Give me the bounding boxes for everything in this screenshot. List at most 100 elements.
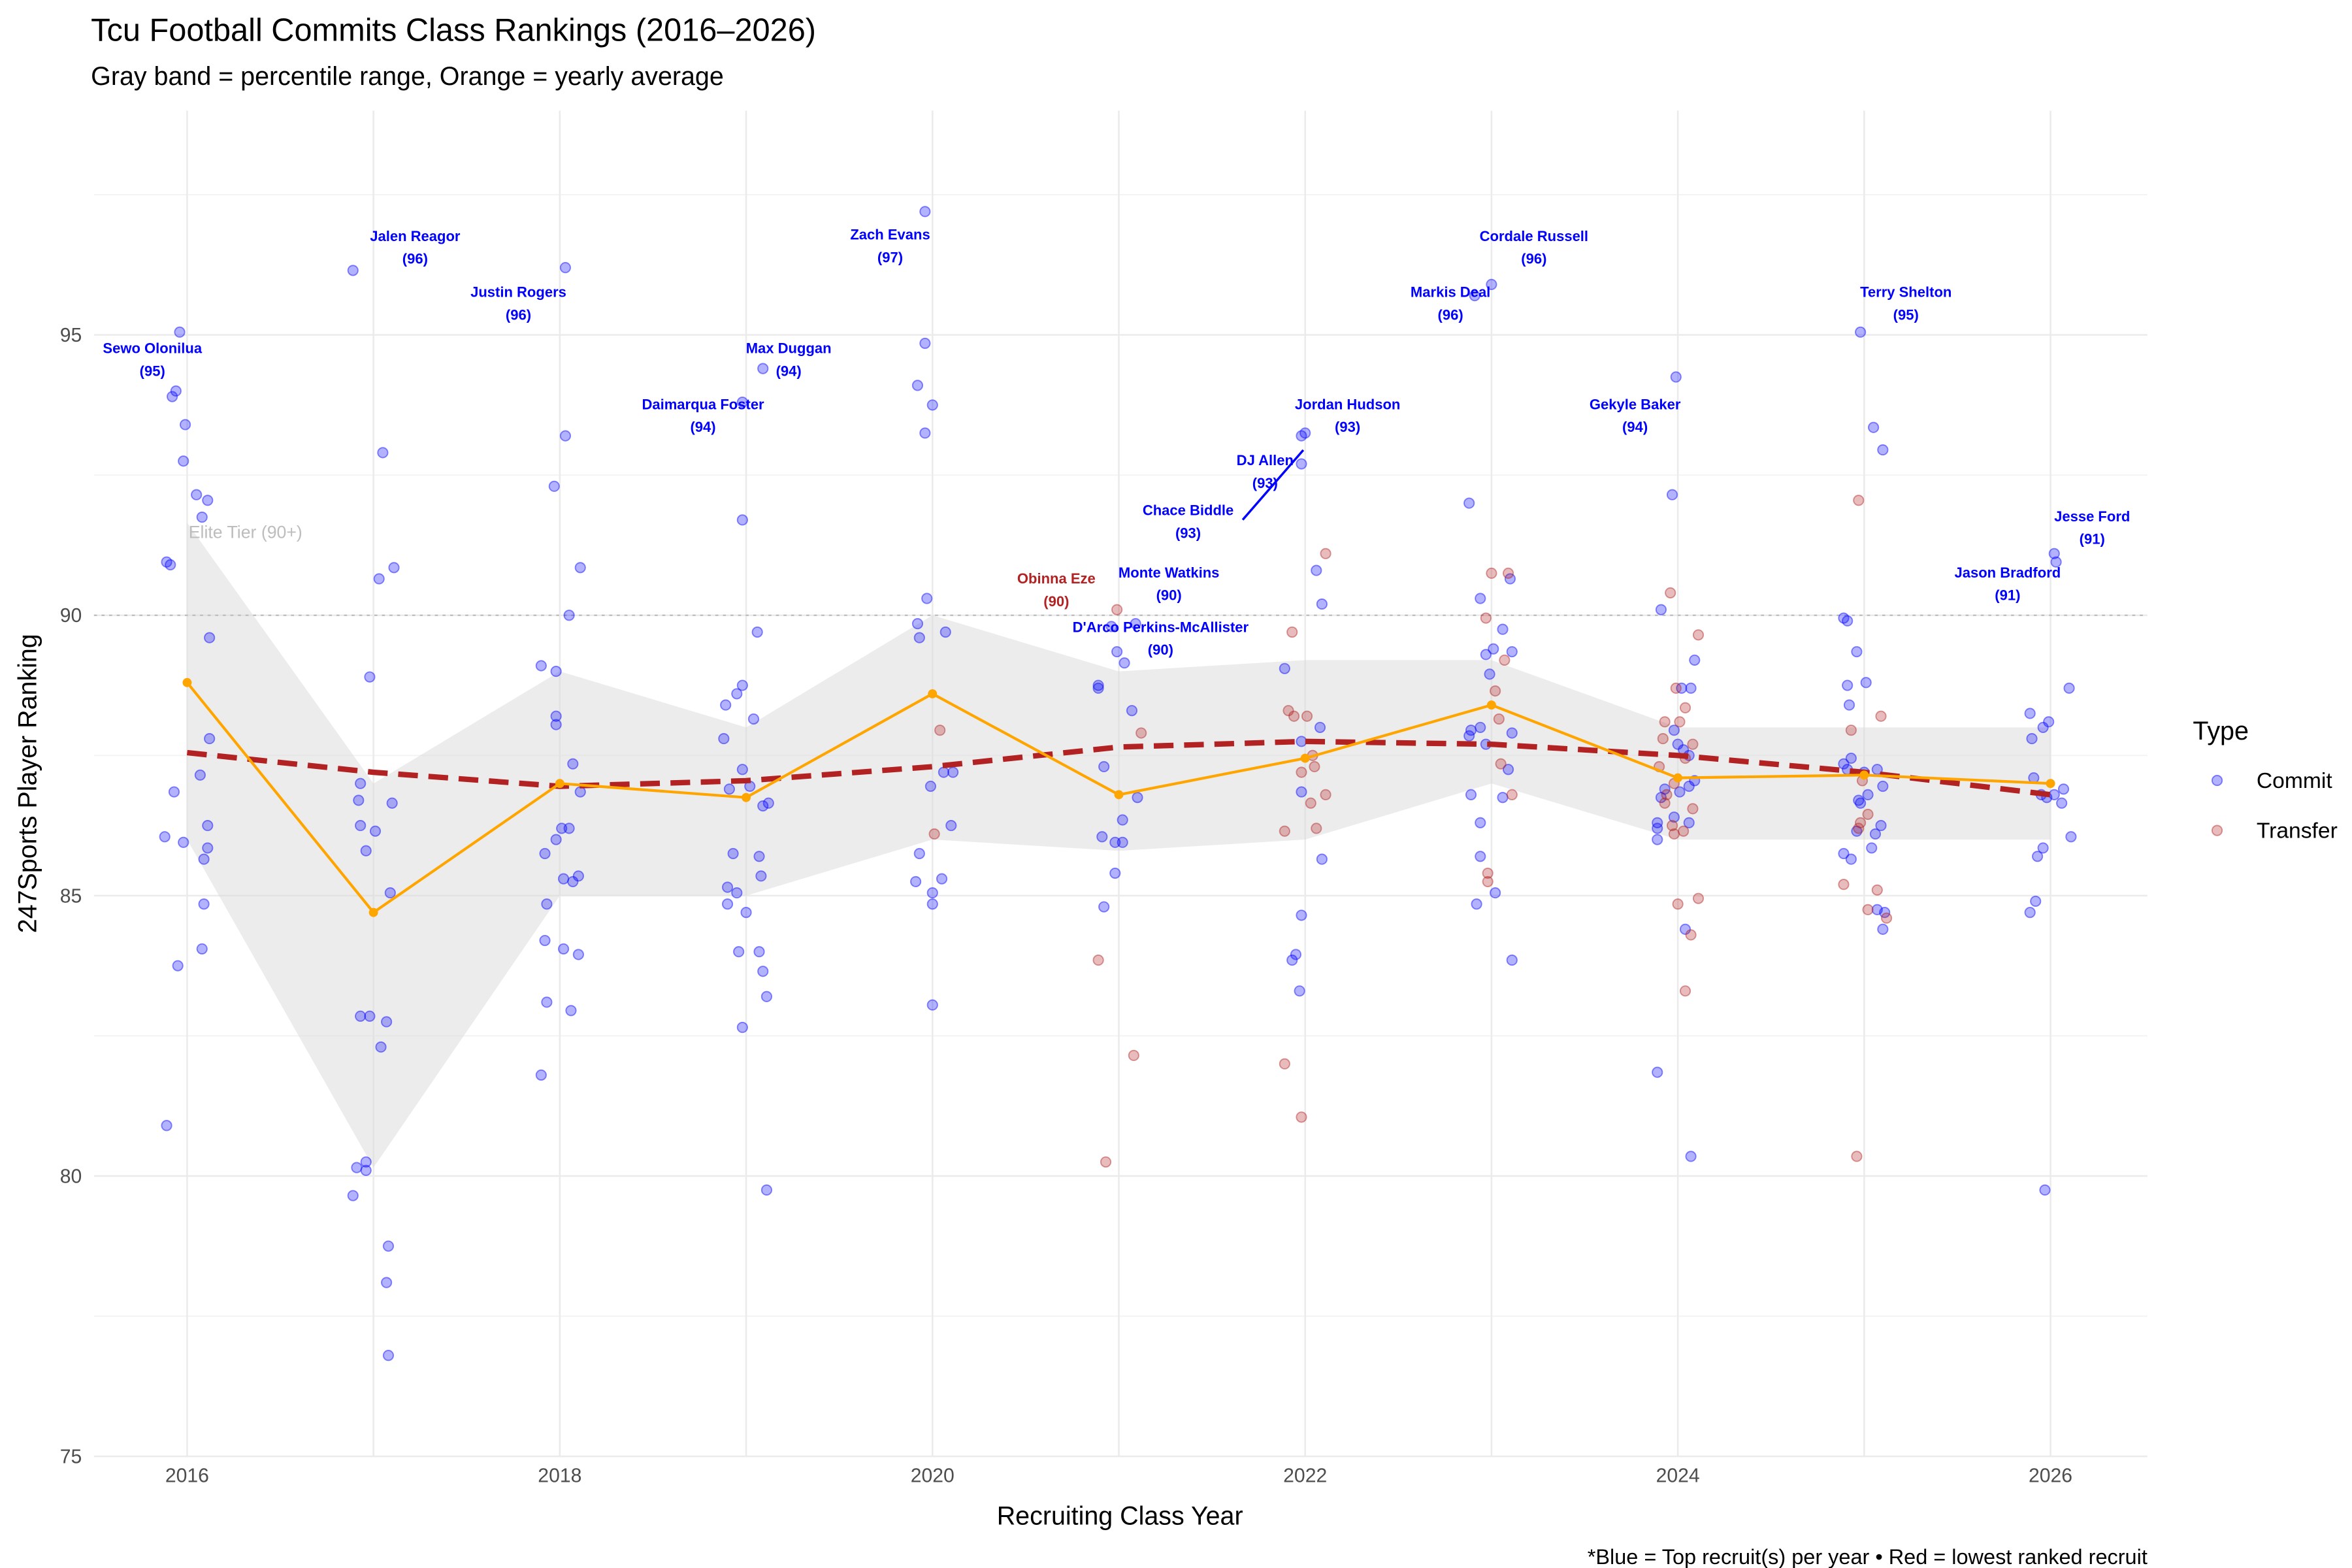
data-point	[1506, 727, 1518, 739]
y-axis-title: 247Sports Player Ranking	[14, 634, 42, 933]
data-point	[1465, 789, 1477, 800]
data-point	[373, 573, 385, 585]
annotation-value: (93)	[1175, 525, 1201, 541]
data-point	[1838, 758, 1850, 770]
annotation-value: (96)	[506, 306, 531, 323]
data-point	[911, 618, 924, 630]
data-point	[1482, 875, 1494, 887]
data-point	[947, 766, 959, 778]
data-point	[574, 562, 586, 574]
data-point	[1475, 851, 1486, 862]
annotation-name: Jason Bradford	[1955, 564, 2061, 581]
data-point	[351, 1162, 363, 1173]
data-point	[2024, 708, 2036, 719]
data-point	[1486, 567, 1497, 579]
data-point	[1687, 738, 1699, 750]
data-point	[1862, 789, 1874, 800]
data-point	[1685, 682, 1697, 694]
data-point	[1652, 1066, 1663, 1078]
data-point	[720, 699, 732, 711]
data-point	[1305, 797, 1316, 809]
data-point	[1652, 817, 1663, 828]
data-point	[1286, 954, 1298, 966]
data-point	[170, 385, 182, 397]
data-point	[1685, 929, 1697, 941]
average-point	[1114, 790, 1124, 800]
x-axis-title: Recruiting Class Year	[997, 1501, 1243, 1530]
annotation-name: Justin Rogers	[470, 284, 566, 301]
data-point	[539, 847, 551, 860]
data-point	[384, 887, 396, 899]
data-point	[1674, 786, 1686, 798]
legend-title: Type	[2193, 717, 2248, 745]
data-point	[381, 1016, 393, 1028]
annotation-name: D'Arco Perkins-McAllister	[1073, 619, 1249, 635]
data-point	[2037, 721, 2049, 733]
data-point	[1868, 421, 1880, 433]
data-point	[736, 1021, 748, 1034]
data-point	[159, 831, 171, 843]
data-point	[934, 725, 946, 736]
data-point	[550, 710, 562, 722]
data-point	[1666, 820, 1678, 832]
data-point	[161, 556, 172, 568]
data-point	[1659, 797, 1671, 809]
annotation-value: (90)	[1043, 593, 1069, 610]
data-point	[753, 851, 765, 862]
data-point	[1655, 792, 1667, 804]
data-point	[1880, 912, 1893, 924]
data-point	[191, 489, 203, 500]
data-point	[1851, 1151, 1863, 1162]
data-point	[1092, 679, 1104, 691]
trend-line	[186, 738, 2051, 798]
data-point	[1296, 766, 1307, 778]
data-point	[381, 1277, 393, 1288]
data-point	[1311, 823, 1322, 834]
data-point	[1851, 645, 1863, 658]
data-point	[919, 206, 931, 218]
average-point	[1859, 770, 1869, 780]
data-point	[928, 828, 940, 840]
data-point	[1311, 564, 1322, 576]
data-point	[535, 660, 547, 672]
data-point	[1843, 699, 1855, 711]
data-point	[1117, 836, 1128, 848]
data-point	[1838, 847, 1850, 860]
data-point	[1105, 621, 1117, 632]
data-point	[1279, 1058, 1290, 1070]
data-point	[921, 593, 933, 604]
data-point	[1853, 823, 1865, 834]
y-tick-label: 75	[60, 1446, 82, 1468]
annotation-value: (91)	[2080, 531, 2105, 547]
data-point	[202, 495, 214, 506]
y-tick-label: 90	[60, 605, 82, 627]
data-point	[1316, 853, 1328, 865]
data-point	[1497, 623, 1509, 635]
annotation-value: (93)	[1335, 419, 1360, 435]
data-point	[1475, 817, 1486, 828]
data-point	[757, 363, 769, 374]
data-point	[1499, 654, 1511, 666]
data-point	[1676, 682, 1688, 694]
data-point	[1668, 725, 1680, 736]
data-point	[2063, 682, 2075, 694]
annotation-value: (94)	[1622, 419, 1648, 435]
data-point	[1668, 828, 1680, 840]
data-point	[1316, 598, 1328, 610]
data-point	[198, 853, 210, 865]
data-point	[360, 845, 372, 857]
data-point	[567, 758, 579, 770]
annotation-value: (91)	[1995, 587, 2020, 604]
annotation-name: Monte Watkins	[1119, 564, 1220, 581]
data-point	[1855, 797, 1867, 809]
data-point	[1670, 371, 1682, 383]
data-point	[1096, 831, 1108, 843]
data-point	[1845, 753, 1857, 764]
data-point	[1506, 954, 1518, 966]
data-point	[723, 783, 735, 795]
legend-swatch	[2211, 775, 2223, 787]
data-point	[1469, 289, 1480, 302]
data-point	[1879, 907, 1891, 919]
data-point	[1480, 649, 1492, 661]
data-point	[1502, 567, 1514, 579]
